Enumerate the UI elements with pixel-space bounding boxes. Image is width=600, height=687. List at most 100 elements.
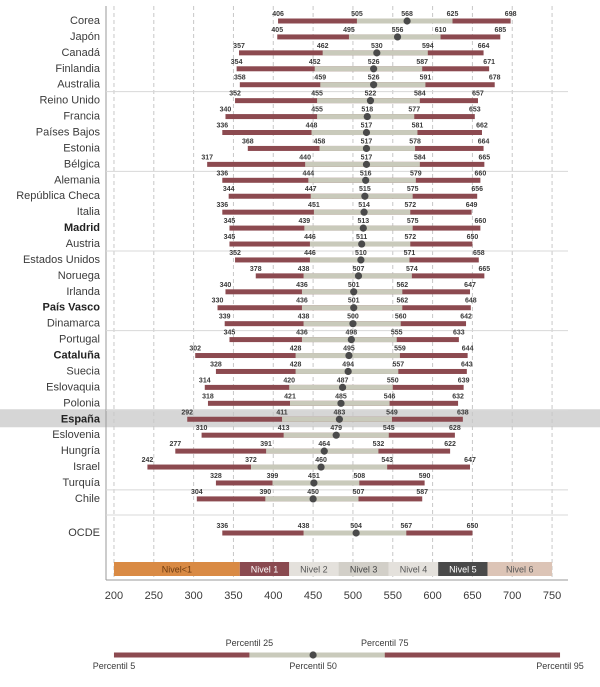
country-label: Australia [57, 79, 101, 91]
value-label-p25: 438 [298, 523, 310, 530]
row-irlanda: 340 436 501 562 647 Irlanda [66, 282, 476, 298]
value-label-mean: 526 [368, 75, 380, 82]
row-cataluña: 302 428 495 559 644 Cataluña [54, 346, 474, 362]
country-label: Cataluña [54, 350, 101, 362]
value-label-p5: 339 [219, 314, 231, 321]
country-label: Dinamarca [47, 318, 101, 330]
country-label: Eslovenia [52, 429, 101, 441]
legend-label-p25: Percentil 25 [226, 638, 274, 648]
row-estonia: 368 458 517 578 664 Estonia [63, 138, 489, 154]
value-label-mean: 504 [350, 523, 362, 530]
value-label-p5: 330 [212, 298, 224, 305]
value-label-p95: 665 [479, 154, 491, 161]
mean-dot [370, 81, 378, 89]
x-tick-label: 750 [543, 590, 561, 602]
row-corea: 406 505 568 625 698 Corea [70, 11, 517, 27]
mean-dot [366, 97, 375, 105]
level-segment [289, 562, 339, 576]
value-label-p95: 664 [478, 43, 490, 50]
x-tick-label: 500 [344, 590, 362, 602]
mean-dot [352, 529, 360, 537]
level-label: Nivel 1 [251, 565, 279, 575]
row-francia: 340 455 518 577 653 Francia [63, 107, 480, 123]
level-segment [487, 562, 553, 576]
value-label-p95: 685 [494, 27, 506, 34]
mean-dot [393, 33, 402, 41]
value-label-p75: 572 [404, 202, 416, 209]
value-label-p75: 594 [422, 43, 434, 50]
mean-dot [345, 351, 353, 360]
value-label-p75: 584 [414, 91, 426, 98]
mean-dot [362, 128, 371, 137]
value-label-p75: 579 [410, 170, 422, 177]
mean-dot [363, 112, 371, 121]
value-label-mean: 450 [307, 489, 319, 496]
level-segment [113, 562, 240, 576]
value-label-p25: 458 [314, 138, 326, 145]
value-label-mean: 501 [348, 282, 360, 289]
value-label-p75: 550 [387, 377, 399, 384]
row-finlandia: 354 452 526 587 671 Finlandia [55, 59, 495, 75]
value-label-p25: 428 [290, 361, 302, 368]
x-tick-label: 300 [184, 590, 202, 602]
value-label-mean: 556 [392, 27, 404, 34]
value-label-p95: 639 [458, 377, 470, 384]
value-label-p25: 451 [308, 202, 320, 209]
country-label: Canadá [61, 47, 100, 59]
inner-range-bar [314, 66, 423, 72]
row-dinamarca: 339 438 500 560 642 Dinamarca [47, 314, 472, 330]
mean-dot [357, 256, 365, 264]
country-label: Austria [66, 238, 101, 250]
row-eslovaquia: 314 420 487 550 639 Eslovaquia [46, 377, 469, 393]
legend: Percentil 25 Percentil 75 Percentil 5 Perce… [93, 638, 584, 671]
mean-dot [310, 479, 318, 487]
value-label-p95: 660 [475, 218, 487, 225]
value-label-p5: 317 [201, 154, 213, 161]
value-label-p5: 345 [224, 218, 236, 225]
mean-dot [350, 288, 358, 296]
mean-dot [362, 160, 371, 168]
row-españa: 292 411 483 549 638 España [61, 409, 469, 425]
value-label-p95: 644 [462, 346, 474, 353]
mean-dot [335, 415, 343, 423]
value-label-p95: 632 [452, 393, 464, 400]
value-label-p5: 336 [216, 123, 228, 130]
mean-dot [359, 224, 367, 232]
country-label: Japón [70, 31, 100, 43]
value-label-p75: 567 [400, 523, 412, 530]
value-label-mean: 501 [348, 298, 360, 305]
value-label-mean: 510 [355, 250, 367, 257]
row-república-checa: 344 447 515 575 656 República Checa [16, 186, 483, 202]
value-label-p5: 328 [210, 361, 222, 368]
value-label-p95: 587 [416, 489, 428, 496]
value-label-p95: 660 [475, 170, 487, 177]
value-label-p25: 505 [351, 11, 363, 18]
x-tick-label: 450 [304, 590, 322, 602]
value-label-p5: 314 [199, 377, 211, 384]
value-label-p25: 455 [311, 107, 323, 114]
value-label-p25: 444 [302, 170, 314, 177]
value-label-p75: 532 [373, 441, 385, 448]
value-label-p5: 352 [229, 91, 241, 98]
level-band: Nivel 3 [338, 562, 389, 576]
value-label-p25: 439 [298, 218, 310, 225]
value-label-p75: 562 [396, 298, 408, 305]
mean-dot [403, 17, 411, 25]
value-label-p95: 671 [483, 59, 495, 66]
value-label-p5: 406 [272, 11, 284, 18]
value-label-mean: 517 [361, 138, 373, 145]
value-label-mean: 451 [308, 473, 320, 480]
value-label-p25: 440 [299, 154, 311, 161]
mean-dot [350, 304, 358, 312]
mean-dot [317, 463, 325, 471]
value-label-mean: 530 [371, 43, 383, 50]
row-japón: 405 495 556 610 685 Japón [70, 27, 506, 43]
level-band: Nivel<1 [113, 562, 240, 576]
value-label-p75: 559 [394, 346, 406, 353]
country-label: Italia [77, 206, 101, 218]
value-label-p75: 545 [383, 425, 395, 432]
row-israel: 242 372 460 543 647 Israel [73, 457, 476, 473]
country-label: Irlanda [66, 286, 101, 298]
mean-dot [373, 49, 381, 57]
